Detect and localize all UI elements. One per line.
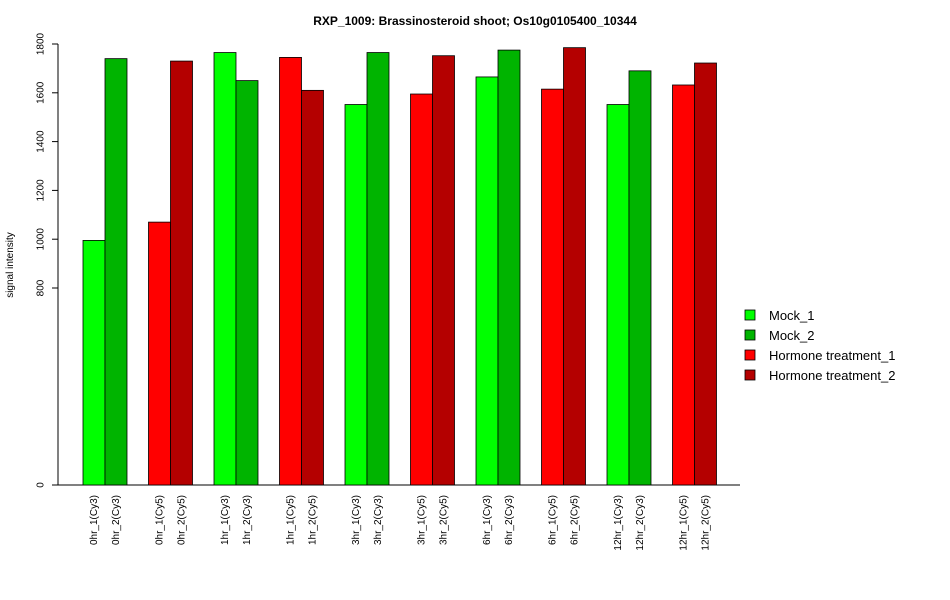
y-tick-label: 800 xyxy=(36,279,47,296)
x-tick-label: 1hr_2(Cy5) xyxy=(308,495,319,545)
y-tick-label: 1000 xyxy=(36,228,47,251)
y-axis: 0 800 1000 1200 1400 1600 1800 xyxy=(36,32,59,488)
bar xyxy=(694,62,717,486)
y-axis-label: signal intensity xyxy=(5,232,16,298)
x-tick-labels: 0hr_1(Cy3) 0hr_2(Cy3) 0hr_1(Cy5) 0hr_2(Cy5)… xyxy=(89,495,712,551)
legend-label: Hormone treatment_2 xyxy=(769,368,895,383)
x-tick-label: 12hr_2(Cy5) xyxy=(701,495,712,551)
x-tick-label: 6hr_2(Cy3) xyxy=(504,495,515,545)
legend-swatch xyxy=(744,369,756,381)
legend-label: Mock_1 xyxy=(769,308,815,323)
x-tick-label: 1hr_2(Cy3) xyxy=(242,495,253,545)
x-tick-label: 1hr_1(Cy5) xyxy=(286,495,297,545)
legend-swatch xyxy=(744,329,756,341)
x-tick-label: 12hr_1(Cy3) xyxy=(613,495,624,551)
bar xyxy=(475,76,499,486)
bar xyxy=(170,60,193,486)
legend-label: Hormone treatment_1 xyxy=(769,348,895,363)
legend: Mock_1 Mock_2 Hormone treatment_1 Hormone t… xyxy=(744,308,895,383)
x-tick-label: 3hr_2(Cy5) xyxy=(439,495,450,545)
bar xyxy=(497,49,521,486)
bar xyxy=(563,47,586,486)
bar xyxy=(301,89,324,486)
x-tick-label: 6hr_1(Cy5) xyxy=(548,495,559,545)
legend-label: Mock_2 xyxy=(769,328,815,343)
bar xyxy=(410,93,433,486)
y-tick-label: 1200 xyxy=(36,179,47,202)
bar xyxy=(104,58,128,486)
x-tick-label: 0hr_2(Cy3) xyxy=(111,495,122,545)
x-tick-label: 0hr_1(Cy3) xyxy=(89,495,100,545)
x-tick-label: 12hr_1(Cy5) xyxy=(679,495,690,551)
x-tick-label: 0hr_2(Cy5) xyxy=(177,495,188,545)
legend-swatch xyxy=(744,309,756,321)
bar xyxy=(148,221,171,486)
bar xyxy=(279,57,302,486)
x-tick-label: 3hr_2(Cy3) xyxy=(373,495,384,545)
y-tick-label: 1400 xyxy=(36,130,47,153)
x-tick-label: 6hr_1(Cy3) xyxy=(482,495,493,545)
y-tick-label: 1600 xyxy=(36,81,47,104)
x-tick-label: 0hr_1(Cy5) xyxy=(155,495,166,545)
bar xyxy=(82,240,106,486)
x-tick-label: 6hr_2(Cy5) xyxy=(570,495,581,545)
bars xyxy=(82,47,717,486)
bar xyxy=(541,88,564,486)
bar xyxy=(344,104,368,486)
x-tick-label: 3hr_1(Cy3) xyxy=(351,495,362,545)
x-tick-label: 1hr_1(Cy3) xyxy=(220,495,231,545)
x-tick-label: 3hr_1(Cy5) xyxy=(417,495,428,545)
chart-title: RXP_1009: Brassinosteroid shoot; Os10g01… xyxy=(313,14,637,28)
legend-swatch xyxy=(744,349,756,361)
bar xyxy=(235,80,259,486)
bar xyxy=(432,55,455,486)
y-tick-label: 0 xyxy=(36,482,47,488)
x-tick-label: 12hr_2(Cy3) xyxy=(635,495,646,551)
bar xyxy=(672,84,695,486)
y-tick-label: 1800 xyxy=(36,32,47,55)
bar xyxy=(628,70,652,486)
bar xyxy=(606,104,630,486)
bar xyxy=(366,52,390,486)
bar xyxy=(213,52,237,486)
